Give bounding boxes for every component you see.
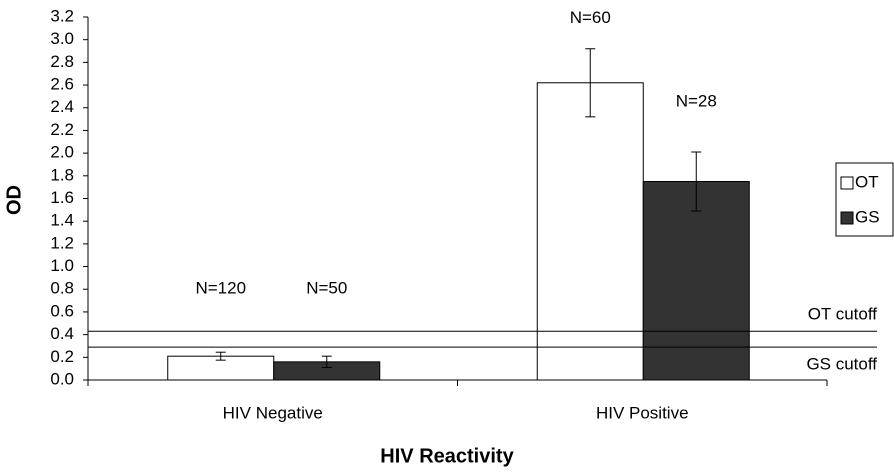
y-tick-label: 0.6 <box>50 301 74 320</box>
cutoff-label: GS cutoff <box>806 355 877 374</box>
y-tick-label: 3.0 <box>50 29 74 48</box>
y-tick-label: 3.2 <box>50 6 74 25</box>
y-tick-label: 1.2 <box>50 233 74 252</box>
y-tick-label: 2.0 <box>50 143 74 162</box>
x-tick-label: HIV Negative <box>223 403 323 422</box>
y-axis-label: OD <box>3 185 25 215</box>
y-tick-label: 1.0 <box>50 256 74 275</box>
y-tick-label: 1.6 <box>50 188 74 207</box>
y-tick-label: 2.4 <box>50 97 74 116</box>
legend-box <box>835 162 894 237</box>
y-tick-label: 2.8 <box>50 52 74 71</box>
bar <box>536 82 644 381</box>
y-tick-label: 2.2 <box>50 120 74 139</box>
y-tick-label: 1.4 <box>50 211 74 230</box>
x-axis-label: HIV Reactivity <box>380 445 514 467</box>
y-tick-label: 0.2 <box>50 347 74 366</box>
n-label: N=60 <box>570 8 611 27</box>
legend-label: GS <box>855 207 880 226</box>
y-tick-label: 0.8 <box>50 279 74 298</box>
n-label: N=28 <box>676 91 717 110</box>
legend-swatch <box>840 211 854 225</box>
y-tick-label: 0.0 <box>50 369 74 388</box>
n-label: N=120 <box>195 279 246 298</box>
x-tick-label: HIV Positive <box>596 403 689 422</box>
y-tick-label: 2.6 <box>50 75 74 94</box>
legend-swatch <box>840 176 854 190</box>
cutoff-label: OT cutoff <box>808 305 878 324</box>
n-label: N=50 <box>306 279 347 298</box>
y-tick-label: 0.4 <box>50 324 74 343</box>
legend-label: OT <box>855 172 879 191</box>
y-tick-label: 1.8 <box>50 165 74 184</box>
